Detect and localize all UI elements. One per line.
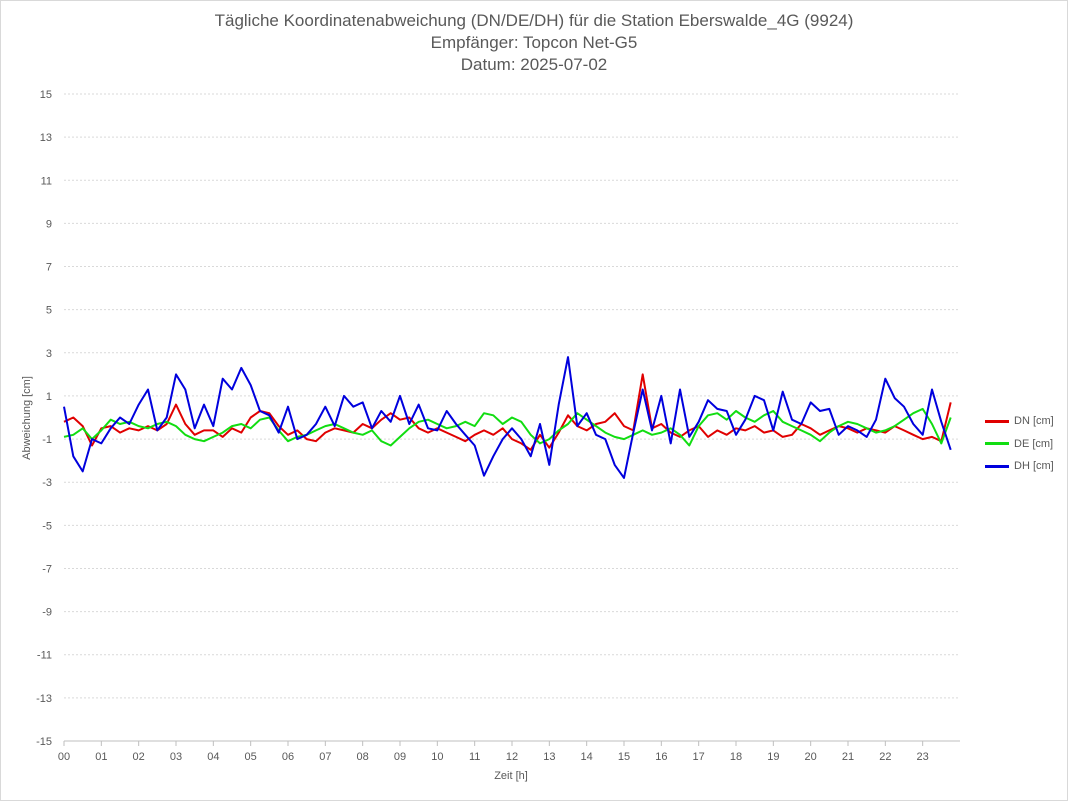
- y-tick-label: 1: [46, 391, 52, 403]
- series-line-dh: [63, 356, 952, 479]
- x-tick-label: 23: [917, 751, 929, 763]
- legend: DN [cm] DE [cm] DH [cm]: [985, 410, 1054, 478]
- legend-label-dn: DN [cm]: [1014, 415, 1054, 428]
- y-tick-label: -3: [42, 477, 52, 489]
- y-tick-label: 11: [41, 175, 52, 187]
- legend-swatch-de: [985, 442, 1009, 446]
- x-tick-label: 04: [207, 751, 219, 763]
- legend-label-de: DE [cm]: [1014, 437, 1054, 450]
- y-tick-label: -9: [42, 607, 52, 619]
- chart-title-line-1: Tägliche Koordinatenabweichung (DN/DE/DH…: [214, 11, 854, 30]
- y-tick-label: -7: [42, 563, 52, 575]
- x-tick-label: 10: [431, 751, 443, 763]
- legend-item-dn: DN [cm]: [985, 410, 1054, 433]
- x-tick-label: 13: [543, 751, 555, 763]
- y-tick-label: 5: [46, 305, 52, 317]
- legend-swatch-dn: [985, 419, 1009, 423]
- x-tick-label: 14: [581, 751, 593, 763]
- y-tick-label: 13: [40, 132, 52, 144]
- x-tick-label: 06: [282, 751, 294, 763]
- x-tick-label: 09: [394, 751, 406, 763]
- chart-title: Tägliche Koordinatenabweichung (DN/DE/DH…: [0, 10, 1068, 76]
- x-tick-label: 05: [245, 751, 257, 763]
- x-tick-label: 22: [879, 751, 891, 763]
- y-tick-label: 15: [40, 89, 52, 101]
- legend-swatch-dh: [985, 464, 1009, 468]
- y-tick-label: -11: [37, 650, 52, 662]
- y-axis-label: Abweichung [cm]: [21, 376, 33, 460]
- x-tick-label: 19: [767, 751, 779, 763]
- x-tick-label: 01: [95, 751, 107, 763]
- chart-title-line-3: Datum: 2025-07-02: [460, 55, 608, 74]
- y-tick-label: 3: [46, 348, 52, 360]
- chart-title-line-2: Empfänger: Topcon Net-G5: [430, 33, 638, 52]
- x-tick-label: 07: [319, 751, 331, 763]
- x-tick-label: 03: [170, 751, 182, 763]
- x-tick-label: 18: [730, 751, 742, 763]
- x-tick-label: 02: [133, 751, 145, 763]
- x-tick-label: 20: [805, 751, 817, 763]
- x-tick-label: 00: [58, 751, 70, 763]
- x-tick-label: 16: [655, 751, 667, 763]
- y-tick-label: -15: [36, 736, 52, 748]
- x-tick-label: 08: [357, 751, 369, 763]
- y-tick-label: 9: [46, 218, 52, 230]
- y-tick-label: -5: [42, 520, 52, 532]
- legend-label-dh: DH [cm]: [1014, 460, 1054, 473]
- x-tick-label: 17: [693, 751, 705, 763]
- x-tick-label: 12: [506, 751, 518, 763]
- x-tick-label: 15: [618, 751, 630, 763]
- y-tick-label: -1: [42, 434, 52, 446]
- x-axis-label: Zeit [h]: [494, 770, 528, 782]
- y-tick-label: -13: [36, 693, 52, 705]
- x-tick-label: 11: [469, 751, 480, 763]
- y-tick-label: 7: [46, 262, 52, 274]
- x-tick-label: 21: [842, 751, 854, 763]
- legend-item-dh: DH [cm]: [985, 455, 1054, 478]
- series-line-de: [63, 407, 952, 447]
- legend-item-de: DE [cm]: [985, 433, 1054, 456]
